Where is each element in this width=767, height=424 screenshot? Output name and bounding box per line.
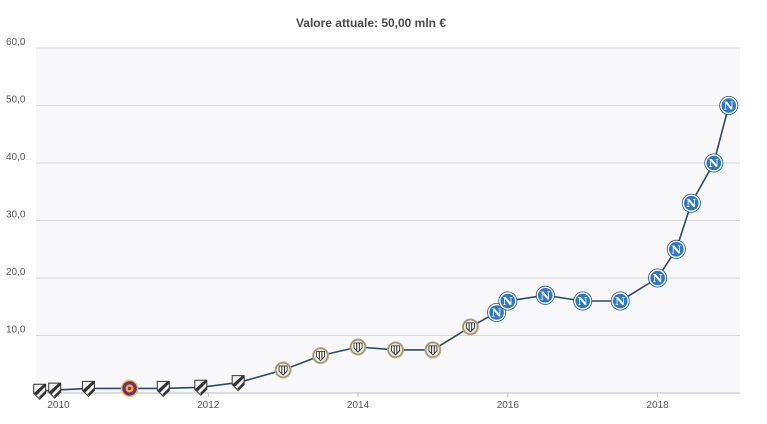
svg-text:N: N: [540, 289, 550, 302]
letter-n-crest-icon: [499, 292, 517, 310]
data-point: N: [719, 96, 739, 115]
data-point: [81, 380, 95, 398]
data-point: N: [573, 291, 593, 311]
x-tick-label: 2012: [197, 400, 220, 411]
x-tick-label: 2014: [347, 400, 370, 411]
letter-n-crest-icon: [574, 292, 592, 310]
y-tick-label: 40,0: [6, 152, 26, 163]
data-point: N: [610, 291, 630, 311]
svg-text:N: N: [578, 295, 588, 308]
data-point: N: [666, 239, 686, 259]
svg-text:N: N: [503, 295, 513, 308]
letter-n-crest-icon: [536, 286, 554, 304]
data-point: [387, 341, 404, 359]
svg-text:N: N: [671, 243, 681, 256]
data-point: N: [535, 285, 555, 305]
letter-n-crest-icon: [611, 292, 629, 310]
data-point: [461, 318, 479, 336]
svg-text:N: N: [492, 307, 502, 320]
svg-text:N: N: [686, 197, 696, 210]
letter-n-crest-icon: [720, 96, 738, 115]
y-tick-label: 30,0: [6, 210, 26, 221]
data-point: N: [648, 268, 668, 288]
svg-text:N: N: [653, 272, 663, 285]
x-tick-label: 2010: [47, 400, 70, 411]
data-point: [424, 341, 442, 359]
data-point: [312, 347, 330, 365]
x-tick-label: 2018: [646, 400, 669, 411]
x-tick-label: 2016: [497, 400, 520, 411]
svg-text:N: N: [724, 100, 734, 113]
data-point: N: [487, 303, 507, 322]
letter-n-crest-icon: [682, 194, 700, 212]
data-point: [194, 379, 208, 397]
data-point: N: [681, 193, 701, 213]
chart-title: Valore attuale: 50,00 mln €: [295, 16, 447, 30]
letter-n-crest-icon: [487, 303, 506, 322]
letter-n-crest-icon: [705, 154, 723, 172]
data-point: N: [704, 153, 724, 173]
data-point: [156, 380, 170, 398]
y-tick-label: 10,0: [6, 325, 26, 336]
y-tick-label: 50,0: [6, 95, 26, 106]
data-point: [48, 382, 62, 399]
letter-n-crest-icon: [667, 240, 685, 259]
data-point: [120, 379, 139, 398]
data-point: [349, 338, 367, 356]
svg-text:N: N: [615, 295, 625, 308]
data-point: [33, 383, 47, 401]
data-point: N: [498, 291, 518, 311]
data-point: [274, 361, 292, 379]
letter-n-crest-icon: [648, 269, 667, 287]
svg-text:N: N: [709, 157, 719, 170]
data-point: [231, 375, 245, 392]
y-tick-label: 20,0: [6, 267, 26, 278]
y-tick-label: 60,0: [6, 37, 26, 48]
